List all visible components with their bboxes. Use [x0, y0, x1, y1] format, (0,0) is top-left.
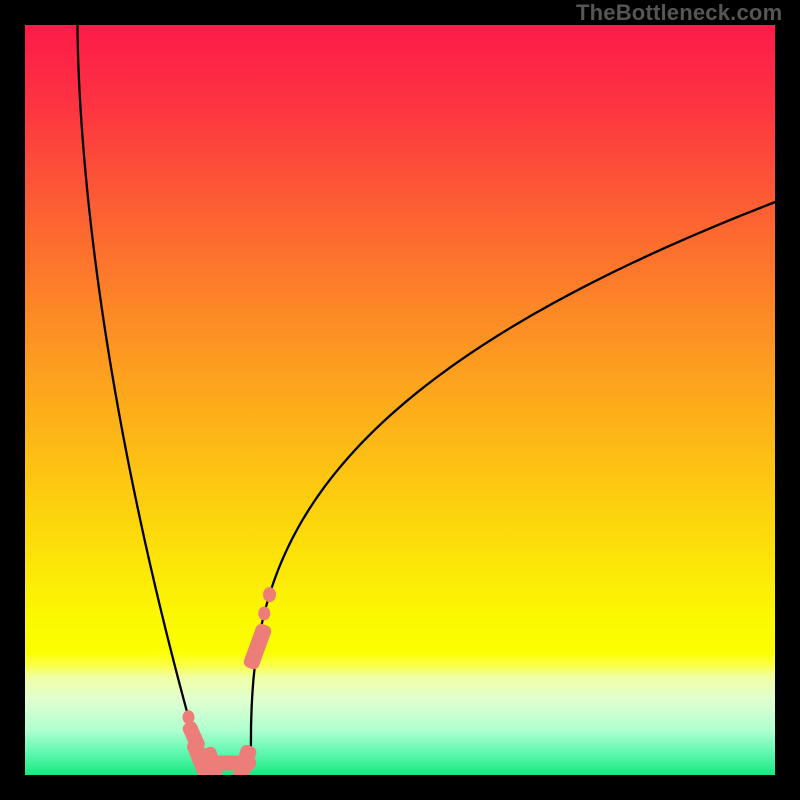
marker-point [244, 756, 256, 770]
watermark-text: TheBottleneck.com [576, 0, 782, 26]
plot-frame [0, 0, 25, 800]
marker-point [263, 587, 276, 602]
bottleneck-chart [0, 0, 800, 800]
plot-frame [0, 775, 800, 800]
marker-point [258, 606, 270, 620]
plot-frame [775, 0, 800, 800]
plot-background [25, 25, 775, 775]
